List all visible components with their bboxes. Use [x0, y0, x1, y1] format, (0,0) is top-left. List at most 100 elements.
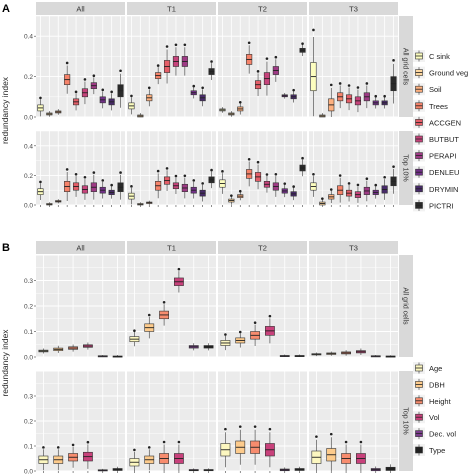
facet-strip — [399, 16, 413, 117]
boxplot-age — [129, 329, 140, 347]
outlier-point — [265, 173, 269, 176]
legend-entry: Soil — [413, 83, 442, 96]
legend-entry: Height — [413, 394, 452, 407]
facet-strip — [309, 241, 398, 254]
y-tick-label: 0.0 — [24, 355, 33, 362]
boxplot-height — [341, 440, 351, 471]
boxplot-ground-veg — [319, 197, 326, 206]
outlier-point — [256, 70, 260, 73]
outlier-point — [329, 432, 333, 436]
outlier-point — [130, 94, 133, 98]
boxplot-height — [68, 443, 78, 468]
boxplot-vol — [174, 440, 184, 471]
legend-label: Dec. vol — [429, 430, 456, 439]
boxplot-dec-vol — [279, 354, 290, 357]
outlier-point — [383, 175, 386, 179]
boxplot-denleu — [281, 182, 288, 198]
boxplot-height — [68, 344, 78, 352]
outlier-point — [210, 60, 213, 63]
outlier-point — [133, 329, 136, 333]
boxplot-dbh — [235, 425, 246, 465]
legend-entry: C sink — [413, 50, 450, 62]
boxplot-soil — [237, 100, 244, 115]
boxplot-denleu — [99, 179, 106, 199]
boxplot-trees — [337, 174, 344, 203]
outlier-point — [74, 172, 78, 176]
boxplot-soil — [146, 200, 153, 205]
boxplot-perapi — [363, 82, 370, 109]
boxplot-type — [203, 343, 214, 351]
boxplot-drymin — [381, 175, 388, 200]
outlier-point — [201, 86, 204, 90]
legend-entry: BUTBUT — [413, 133, 459, 145]
boxplot-trees — [64, 168, 71, 202]
boxplot-c-sink — [310, 28, 317, 117]
boxplot-trees — [155, 169, 162, 199]
boxplot-drymin — [108, 90, 115, 111]
outlier-point — [268, 314, 272, 318]
outlier-point — [101, 179, 105, 182]
boxplot-ground-veg — [319, 113, 326, 118]
boxplot-c-sink — [37, 96, 44, 117]
panel-letter: B — [2, 242, 10, 254]
outlier-point — [177, 267, 181, 271]
y-axis-label: redundancy index — [0, 76, 10, 144]
outlier-point — [110, 183, 113, 187]
boxplot-drymin — [199, 86, 206, 107]
y-tick-label: 0.0 — [24, 115, 33, 122]
outlier-point — [119, 69, 122, 73]
boxplot-type — [385, 464, 396, 471]
outlier-point — [83, 78, 87, 81]
legend-label: BUTBUT — [429, 135, 459, 144]
outlier-point — [238, 100, 242, 104]
legend-entry: Age — [413, 362, 442, 374]
outlier-point — [65, 61, 69, 65]
boxplot-age — [311, 435, 322, 471]
facet-row-label: All grid cells — [402, 287, 409, 325]
outlier-point — [301, 42, 304, 45]
legend-entry: Vol — [413, 411, 440, 424]
boxplot-perapi — [181, 43, 188, 76]
outlier-point — [183, 43, 187, 47]
boxplot-perapi — [363, 177, 370, 202]
boxplot-ground-veg — [228, 111, 235, 117]
boxplot-dbh — [53, 345, 64, 353]
outlier-point — [356, 86, 360, 89]
outlier-point — [174, 174, 178, 178]
outlier-point — [315, 435, 318, 438]
boxplot-dec-vol — [188, 468, 199, 472]
boxplot-age — [220, 333, 231, 351]
legend-label: ACCGEN — [429, 118, 461, 127]
legend-label: PICTRI — [429, 201, 454, 210]
outlier-point — [210, 168, 213, 172]
boxplot-height — [250, 425, 260, 465]
facet-panel — [218, 16, 307, 117]
boxplot-type — [385, 355, 396, 358]
boxplot-accgen — [254, 70, 262, 96]
outlier-point — [201, 182, 204, 185]
boxplot-denleu — [372, 183, 379, 199]
boxplot-pictri — [390, 59, 397, 104]
outlier-point — [283, 182, 287, 185]
outlier-point — [65, 168, 69, 171]
facet-column-label: T3 — [349, 5, 358, 14]
boxplot-butbut — [263, 57, 271, 96]
outlier-point — [265, 57, 269, 60]
y-tick-label: 0.2 — [24, 304, 33, 311]
facet-column-label: T2 — [258, 5, 267, 14]
boxplot-vol — [356, 348, 366, 355]
boxplot-ground-veg — [46, 111, 53, 117]
facet-strip — [36, 2, 125, 15]
boxplot-height — [159, 301, 169, 326]
boxplot-trees — [64, 61, 71, 94]
boxplot-dec-vol — [97, 468, 108, 472]
legend-label: DBH — [429, 380, 445, 389]
boxplot-butbut — [354, 183, 362, 203]
boxplot-drymin — [290, 88, 297, 103]
outlier-point — [110, 90, 113, 94]
facet-column-label: All — [76, 244, 85, 253]
legend-entry: Trees — [413, 99, 448, 112]
boxplot-soil — [328, 188, 335, 204]
legend-entry: DENLEU — [413, 166, 459, 179]
